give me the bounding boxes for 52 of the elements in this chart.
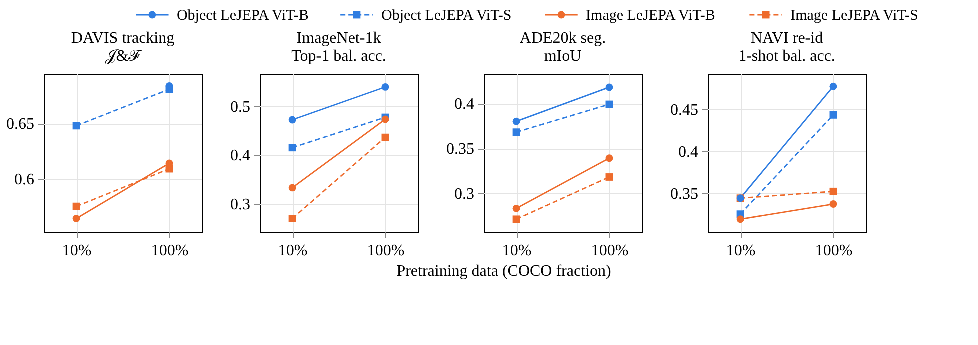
y-tick-label: 0.35 bbox=[670, 186, 698, 203]
legend-label: Object LeJEPA ViT-B bbox=[176, 8, 309, 24]
x-tick-label: 100% bbox=[591, 242, 629, 260]
y-tick-label: 0.3 bbox=[230, 196, 250, 214]
point bbox=[288, 215, 296, 222]
point bbox=[736, 216, 744, 224]
chart-subtitle: 1-shot bal. acc. bbox=[738, 48, 836, 65]
x-tick-label: 10% bbox=[62, 242, 92, 260]
chart-title: DAVIS tracking bbox=[71, 30, 175, 47]
point bbox=[512, 204, 520, 212]
y-tick-label: 0.4 bbox=[454, 96, 474, 114]
legend-label: Image LeJEPA ViT-B bbox=[586, 8, 716, 24]
point bbox=[606, 154, 614, 162]
point bbox=[830, 111, 838, 119]
y-tick-label: 0.45 bbox=[670, 102, 698, 119]
chart-title: ImageNet-1k bbox=[296, 30, 382, 47]
chart-subtitle: Top-1 bal. acc. bbox=[292, 48, 386, 65]
y-tick-label: 0.65 bbox=[6, 116, 34, 134]
point bbox=[606, 174, 614, 181]
point bbox=[288, 116, 296, 124]
y-tick-label: 0.5 bbox=[230, 98, 250, 116]
point bbox=[72, 202, 80, 210]
x-tick-label: 10% bbox=[278, 242, 308, 260]
x-tick-label: 100% bbox=[815, 242, 853, 260]
legend-label: Object LeJEPA ViT-S bbox=[382, 8, 512, 24]
point bbox=[512, 128, 520, 136]
x-tick-label: 100% bbox=[367, 242, 405, 260]
point bbox=[72, 215, 80, 222]
chart-subtitle: 𝒥&ℱ bbox=[105, 48, 143, 65]
point bbox=[830, 188, 838, 196]
y-tick-label: 0.6 bbox=[14, 171, 34, 188]
chart-title: NAVI re-id bbox=[750, 30, 824, 47]
x-tick-label: 10% bbox=[726, 242, 756, 260]
chart-title: ADE20k seg. bbox=[520, 30, 606, 47]
x-tick-label: 100% bbox=[151, 242, 189, 260]
y-tick-label: 0.4 bbox=[230, 148, 250, 165]
x-tick-label: 10% bbox=[502, 242, 532, 260]
point bbox=[830, 200, 838, 208]
point bbox=[72, 122, 80, 130]
point bbox=[288, 144, 296, 152]
legend-label: Image LeJEPA ViT-S bbox=[790, 8, 918, 24]
point bbox=[606, 84, 614, 92]
point bbox=[512, 118, 520, 126]
point bbox=[512, 216, 520, 224]
point bbox=[288, 184, 296, 192]
x-axis-title: Pretraining data (COCO fraction) bbox=[396, 263, 612, 280]
chart-subtitle: mIoU bbox=[544, 48, 582, 65]
point bbox=[382, 134, 390, 142]
y-tick-label: 0.35 bbox=[446, 141, 474, 158]
y-tick-label: 0.3 bbox=[454, 186, 474, 203]
point bbox=[382, 84, 390, 91]
y-tick-label: 0.4 bbox=[678, 144, 698, 161]
